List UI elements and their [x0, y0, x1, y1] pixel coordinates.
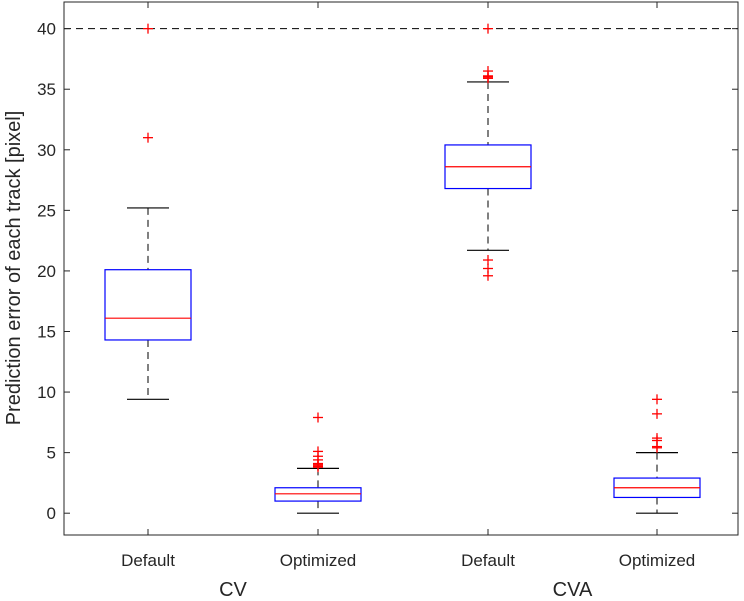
y-tick-label: 30: [37, 141, 56, 160]
outlier-marker: [652, 408, 662, 419]
box-2: [444, 23, 532, 281]
group-label: CV: [219, 579, 247, 601]
y-tick-label: 5: [47, 444, 56, 463]
outlier-marker: [652, 433, 662, 444]
plot-area: [63, 1, 739, 536]
outlier-marker: [143, 132, 153, 143]
y-tick-label: 10: [37, 383, 56, 402]
outlier-marker: [483, 23, 493, 34]
y-tick-label: 15: [37, 322, 56, 341]
group-labels-layer: CV CVA: [219, 579, 593, 601]
x-tick-label: Default: [121, 551, 175, 570]
y-axis-label: Prediction error of each track [pixel]: [3, 111, 25, 426]
outlier-marker: [313, 446, 323, 457]
box-1: [274, 412, 362, 514]
outlier-marker: [483, 255, 493, 266]
iqr-box: [274, 487, 362, 502]
y-tick-label: 20: [37, 262, 56, 281]
y-tick-label: 0: [47, 504, 56, 523]
group-label: CVA: [553, 579, 593, 601]
boxes-layer: [104, 23, 701, 514]
outlier-marker: [313, 412, 323, 423]
y-ticks-layer: 0 5 10 15 20 25 30 35 40: [37, 20, 738, 523]
x-tick-label: Default: [461, 551, 515, 570]
iqr-box: [104, 269, 192, 341]
x-tick-label: Optimized: [619, 551, 696, 570]
outlier-marker: [652, 394, 662, 405]
y-tick-label: 25: [37, 201, 56, 220]
x-tick-label: Optimized: [280, 551, 357, 570]
box-0: [104, 23, 192, 400]
y-tick-label: 40: [37, 20, 56, 39]
outlier-marker: [143, 23, 153, 34]
box-3: [613, 394, 701, 514]
outlier-marker: [483, 263, 493, 274]
outlier-marker: [483, 66, 493, 77]
y-tick-label: 35: [37, 80, 56, 99]
x-ticks-layer: Default Optimized Default Optimized: [121, 2, 695, 570]
